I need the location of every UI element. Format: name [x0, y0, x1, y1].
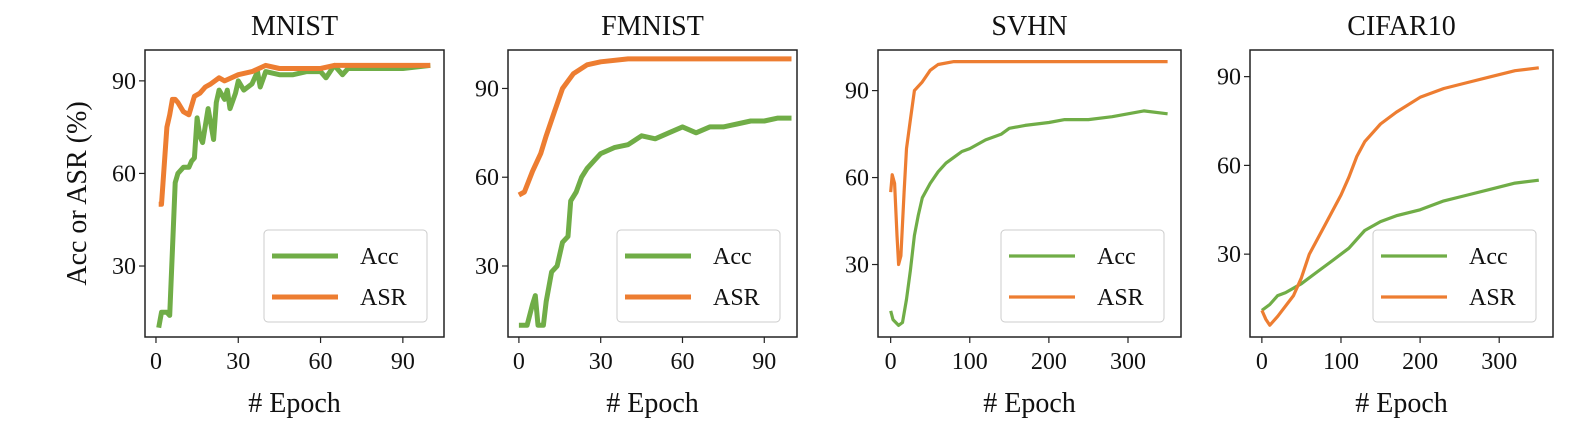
x-tick-label: 0	[885, 349, 897, 375]
x-tick-label: 0	[150, 349, 162, 375]
x-tick-label: 200	[1031, 349, 1067, 375]
x-tick-label: 300	[1481, 349, 1517, 375]
x-tick-label: 300	[1110, 349, 1146, 375]
x-tick-label: 100	[1323, 349, 1359, 375]
series-line-acc	[889, 109, 1168, 327]
legend: Acc ASR	[263, 229, 428, 323]
y-tick-label: 90	[112, 69, 136, 95]
series-line-asr	[158, 62, 431, 207]
y-tick-label: 30	[112, 254, 136, 280]
legend-box	[1000, 229, 1165, 323]
panel-mnist: MNIST 0 30 60 90 30 60 90 # Epoch Acc or ASR (%) A…	[62, 11, 445, 419]
plot-frame	[1249, 49, 1554, 338]
plot-frame	[144, 49, 445, 338]
x-tick-label: 100	[952, 349, 988, 375]
x-axis-label: # Epoch	[983, 388, 1076, 419]
x-axis-label: # Epoch	[248, 388, 341, 419]
y-tick-label: 60	[845, 166, 869, 192]
legend-box	[1372, 229, 1537, 323]
x-tick-label: 60	[670, 349, 694, 375]
x-tick-label: 90	[391, 349, 415, 375]
legend-label-asr: ASR	[713, 285, 760, 311]
panel-cifar10: CIFAR10 0 100 200 300 30 60 90 # Epoch Acc ASR	[1217, 11, 1554, 419]
series-line-asr	[1260, 66, 1539, 327]
plot-frame	[507, 49, 798, 338]
series-line-asr	[889, 59, 1168, 267]
y-tick-label: 30	[1217, 242, 1241, 268]
series-line-asr	[517, 56, 792, 198]
chart-title: CIFAR10	[1347, 11, 1455, 42]
x-axis-label: # Epoch	[606, 388, 699, 419]
x-tick-label: 60	[309, 349, 333, 375]
y-tick-label: 30	[475, 254, 499, 280]
series-line-acc	[1260, 178, 1539, 312]
chart-title: SVHN	[991, 11, 1067, 42]
y-tick-label: 60	[475, 165, 499, 191]
x-tick-label: 0	[513, 349, 525, 375]
x-tick-label: 30	[226, 349, 250, 375]
y-tick-label: 90	[1217, 65, 1241, 91]
x-tick-label: 200	[1402, 349, 1438, 375]
legend-label-acc: Acc	[1469, 244, 1508, 270]
legend-label-acc: Acc	[1097, 244, 1136, 270]
legend: Acc ASR	[616, 229, 781, 323]
legend-label-asr: ASR	[1097, 285, 1144, 311]
y-tick-label: 90	[475, 76, 499, 102]
legend-label-asr: ASR	[1469, 285, 1516, 311]
y-tick-label: 90	[845, 79, 869, 105]
legend-label-acc: Acc	[360, 244, 399, 270]
chart-title: FMNIST	[601, 11, 704, 42]
y-axis-label: Acc or ASR (%)	[62, 101, 93, 285]
y-tick-label: 30	[845, 253, 869, 279]
series-line-acc	[518, 115, 792, 328]
legend-label-acc: Acc	[713, 244, 752, 270]
legend-label-asr: ASR	[360, 285, 407, 311]
chart-title: MNIST	[251, 11, 338, 42]
panel-svhn: SVHN 0 100 200 300 30 60 90 # Epoch Acc ASR	[845, 11, 1182, 419]
legend: Acc ASR	[1372, 229, 1537, 323]
legend: Acc ASR	[1000, 229, 1165, 323]
plot-frame	[877, 49, 1182, 338]
panel-fmnist: FMNIST 0 30 60 90 30 60 90 # Epoch Acc ASR	[475, 11, 798, 419]
x-tick-label: 0	[1256, 349, 1268, 375]
x-axis-label: # Epoch	[1355, 388, 1448, 419]
y-tick-label: 60	[112, 161, 136, 187]
x-tick-label: 90	[752, 349, 776, 375]
y-tick-label: 60	[1217, 153, 1241, 179]
x-tick-label: 30	[589, 349, 613, 375]
series-line-acc	[156, 62, 431, 329]
